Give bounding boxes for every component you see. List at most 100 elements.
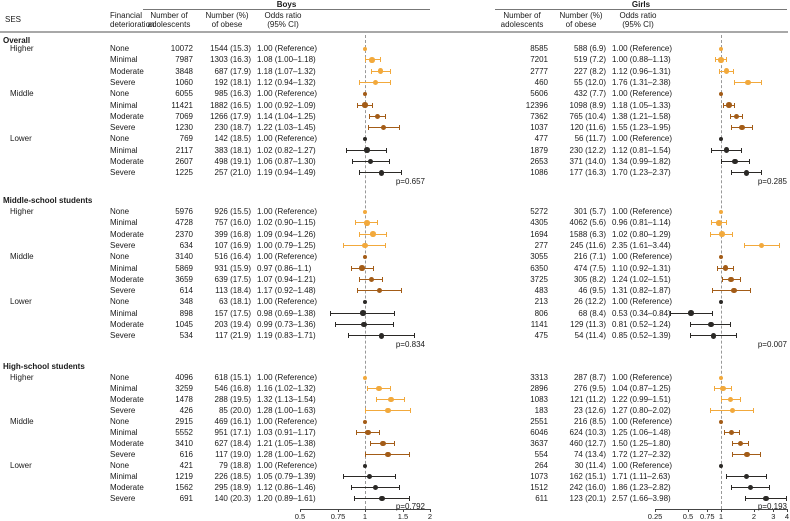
ci-cap-right bbox=[732, 231, 734, 237]
financial-deterioration-cell: Minimal bbox=[110, 218, 138, 228]
ci-cap-left bbox=[356, 430, 358, 435]
girls-or-cell: 1.10 (0.92–1.31) bbox=[612, 263, 671, 273]
girls-n-cell: 2653 bbox=[530, 157, 548, 166]
ci-cap-left bbox=[357, 288, 359, 294]
girls-or-cell: 1.00 (Reference) bbox=[612, 373, 673, 382]
boys-or-cell: 1.28 (1.00–1.63) bbox=[257, 406, 316, 415]
or-dot bbox=[376, 287, 383, 294]
ci-cap-right bbox=[388, 159, 390, 164]
boys-obese-cell: 142 (18.5) bbox=[214, 134, 251, 144]
boys-overline bbox=[143, 9, 430, 10]
ci-cap-right bbox=[400, 288, 402, 294]
or-dot bbox=[737, 440, 744, 447]
boys-or-cell: 1.00 (Reference) bbox=[257, 44, 318, 53]
or-dot bbox=[385, 451, 391, 458]
financial-deterioration-cell: None bbox=[110, 252, 130, 262]
girls-or-cell: 0.53 (0.34–0.84) bbox=[612, 308, 671, 318]
financial-deterioration-cell: Severe bbox=[110, 450, 136, 459]
ci-cap-right bbox=[741, 113, 743, 119]
boys-axis-tick bbox=[365, 509, 366, 512]
girls-or-cell: 1.31 (0.82–1.87) bbox=[612, 286, 671, 296]
financial-deterioration-cell: None bbox=[110, 207, 130, 216]
ci-cap-left bbox=[743, 242, 745, 248]
girls-n-cell: 7362 bbox=[530, 111, 548, 121]
or-dot bbox=[378, 333, 385, 339]
financial-deterioration-cell: None bbox=[110, 461, 130, 470]
girls-or-cell: 1.00 (Reference) bbox=[612, 207, 673, 216]
girls-or-cell: 1.24 (1.02–1.51) bbox=[612, 274, 671, 284]
financial-deterioration-cell: Minimal bbox=[110, 263, 138, 273]
boys-n-cell: 4096 bbox=[175, 373, 193, 382]
girls-axis-tick bbox=[707, 509, 709, 512]
boys-n-cell: 2607 bbox=[175, 157, 193, 166]
girls-n-cell: 2551 bbox=[530, 417, 548, 426]
boys-obese-cell: 117 (21.9) bbox=[215, 331, 251, 341]
or-dot bbox=[370, 231, 376, 237]
boys-n-cell: 1225 bbox=[175, 168, 193, 178]
girls-or-header-line2: (95% CI) bbox=[622, 20, 654, 29]
ci-cap-right bbox=[749, 288, 751, 294]
girls-n-cell: 806 bbox=[534, 308, 548, 318]
or-dot bbox=[739, 124, 745, 131]
ci-cap-left bbox=[346, 147, 348, 153]
boys-obese-cell: 113 (18.4) bbox=[215, 286, 251, 296]
boys-or-cell: 1.05 (0.79–1.39) bbox=[257, 472, 316, 481]
boys-obese-cell: 951 (17.1) bbox=[214, 428, 251, 437]
girls-n-cell: 477 bbox=[534, 134, 548, 144]
or-dot bbox=[718, 57, 724, 63]
girls-obese-cell: 56 (11.7) bbox=[574, 134, 606, 144]
financial-deterioration-cell: Minimal bbox=[110, 428, 138, 437]
or-dot bbox=[376, 385, 382, 392]
ci-cap-left bbox=[714, 386, 716, 391]
ci-cap-right bbox=[381, 276, 383, 282]
boys-or-cell: 1.08 (1.00–1.18) bbox=[257, 55, 316, 65]
ses-group-label: Middle bbox=[10, 89, 34, 99]
or-dot bbox=[745, 79, 751, 86]
ci-cap-left bbox=[730, 485, 732, 490]
boys-n-cell: 1219 bbox=[175, 472, 193, 481]
financial-deterioration-cell: None bbox=[110, 297, 130, 307]
ci-cap-right bbox=[711, 310, 713, 316]
girls-n-cell: 3055 bbox=[530, 252, 548, 262]
ci-cap-right bbox=[384, 242, 386, 248]
ci-cap-left bbox=[669, 310, 671, 316]
girls-n-cell: 6046 bbox=[530, 428, 548, 437]
boys-or-cell: 1.00 (0.92–1.09) bbox=[257, 100, 316, 110]
financial-deterioration-cell: Moderate bbox=[110, 439, 144, 448]
ci-cap-right bbox=[384, 113, 386, 119]
ci-cap-left bbox=[710, 147, 712, 153]
financial-deterioration-cell: Minimal bbox=[110, 384, 138, 393]
boys-obese-cell: 140 (20.3) bbox=[214, 494, 251, 503]
or-dot bbox=[361, 321, 367, 328]
or-dot bbox=[363, 91, 367, 96]
girls-or-cell: 1.22 (0.99–1.51) bbox=[612, 395, 671, 404]
ci-cap-left bbox=[359, 231, 361, 237]
or-dot bbox=[359, 265, 365, 271]
boys-n-cell: 4728 bbox=[175, 218, 193, 228]
ci-cap-left bbox=[721, 276, 723, 282]
girls-axis-tick bbox=[773, 509, 775, 512]
ci-cap-left bbox=[357, 102, 359, 108]
girls-obese-cell: 301 (5.7) bbox=[573, 207, 606, 216]
boys-n-cell: 11421 bbox=[171, 100, 193, 110]
boys-or-cell: 1.28 (1.00–1.62) bbox=[257, 450, 316, 459]
girls-or-cell: 1.00 (Reference) bbox=[612, 89, 673, 99]
boys-or-header-line2: (95% CI) bbox=[267, 20, 299, 29]
financial-deterioration-cell: Minimal bbox=[110, 55, 138, 65]
girls-obese-cell: 26 (12.2) bbox=[573, 297, 606, 307]
girls-n-cell: 483 bbox=[534, 286, 548, 296]
section-title: High-school students bbox=[3, 362, 85, 371]
ci-cap-left bbox=[342, 474, 344, 479]
ci-cap-right bbox=[390, 386, 392, 391]
financial-header-line2: deterioration bbox=[110, 20, 155, 29]
or-dot bbox=[372, 79, 379, 86]
girls-obese-cell: 624 (10.3) bbox=[569, 428, 606, 437]
boys-n-cell: 421 bbox=[179, 461, 193, 470]
girls-n-cell: 12396 bbox=[525, 100, 548, 110]
ci-cap-right bbox=[733, 102, 735, 108]
or-dot bbox=[720, 385, 726, 392]
or-dot bbox=[726, 102, 732, 108]
girls-n-cell: 2777 bbox=[530, 66, 548, 76]
ci-cap-right bbox=[740, 147, 742, 153]
